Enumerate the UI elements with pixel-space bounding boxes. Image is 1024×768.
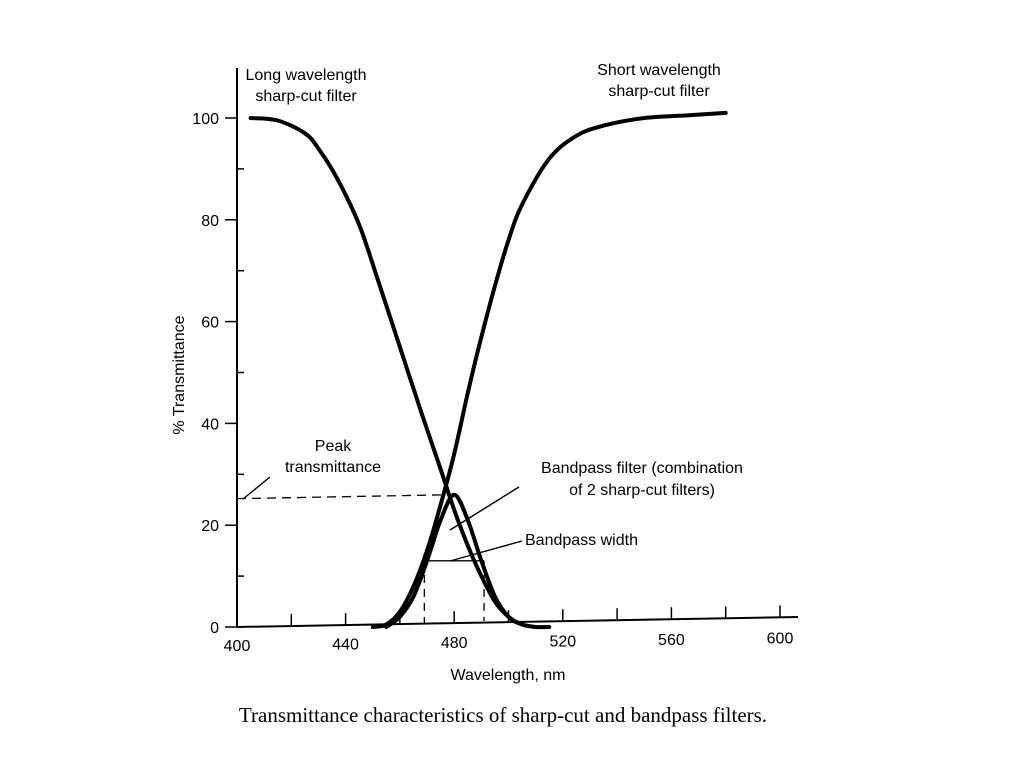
y-axis-title: % Transmittance — [171, 315, 188, 434]
y-tick-label: 20 — [201, 518, 219, 535]
legend-label-short-wavelength: Short wavelength sharp-cut filter — [597, 62, 721, 100]
series-bandpass — [384, 492, 538, 629]
bandpass-width-leader — [449, 540, 523, 562]
figure-caption: Transmittance characteristics of sharp-c… — [239, 703, 767, 727]
label-short-line2: sharp-cut filter — [608, 83, 710, 100]
tick-labels: 0 20 40 60 80 100 400 440 480 520 560 600 — [192, 111, 793, 655]
axis-ticks — [225, 117, 781, 628]
label-bandpass-width: Bandpass width — [525, 532, 638, 549]
label-peak-line1: Peak — [315, 438, 352, 455]
x-tick-label: 560 — [658, 632, 685, 649]
annotation-peak-transmittance: Peak transmittance — [285, 438, 381, 476]
x-tick-label: 600 — [767, 631, 794, 648]
series-lines — [248, 110, 728, 630]
x-tick-label: 520 — [549, 634, 576, 651]
label-bandpass-line2: of 2 sharp-cut filters) — [569, 482, 715, 499]
legend-label-bandpass: Bandpass filter (combination of 2 sharp-… — [541, 460, 743, 499]
guide-lines — [236, 494, 485, 623]
annotation-leaders — [242, 476, 523, 562]
y-tick-label: 60 — [201, 315, 219, 332]
y-tick-label: 80 — [201, 213, 219, 230]
series-long-wavelength — [248, 116, 552, 630]
x-tick-label: 400 — [224, 638, 251, 655]
x-tick-label: 440 — [332, 637, 359, 654]
bandpass-leader — [449, 486, 520, 531]
label-long-line1: Long wavelength — [246, 67, 367, 84]
label-peak-line2: transmittance — [285, 459, 381, 476]
label-long-line2: sharp-cut filter — [255, 88, 357, 105]
peak-transmittance-dash — [236, 494, 455, 500]
x-axis-title: Wavelength, nm — [450, 667, 565, 684]
series-short-wavelength — [370, 110, 728, 629]
label-short-line1: Short wavelength — [597, 62, 721, 79]
label-bandpass-line1: Bandpass filter (combination — [541, 460, 743, 477]
y-tick-label: 40 — [201, 416, 219, 433]
y-tick-label: 0 — [210, 620, 219, 637]
x-tick-label: 480 — [441, 635, 468, 652]
peak-leader — [242, 476, 271, 500]
y-tick-label: 100 — [192, 111, 219, 128]
legend-label-long-wavelength: Long wavelength sharp-cut filter — [246, 67, 367, 105]
